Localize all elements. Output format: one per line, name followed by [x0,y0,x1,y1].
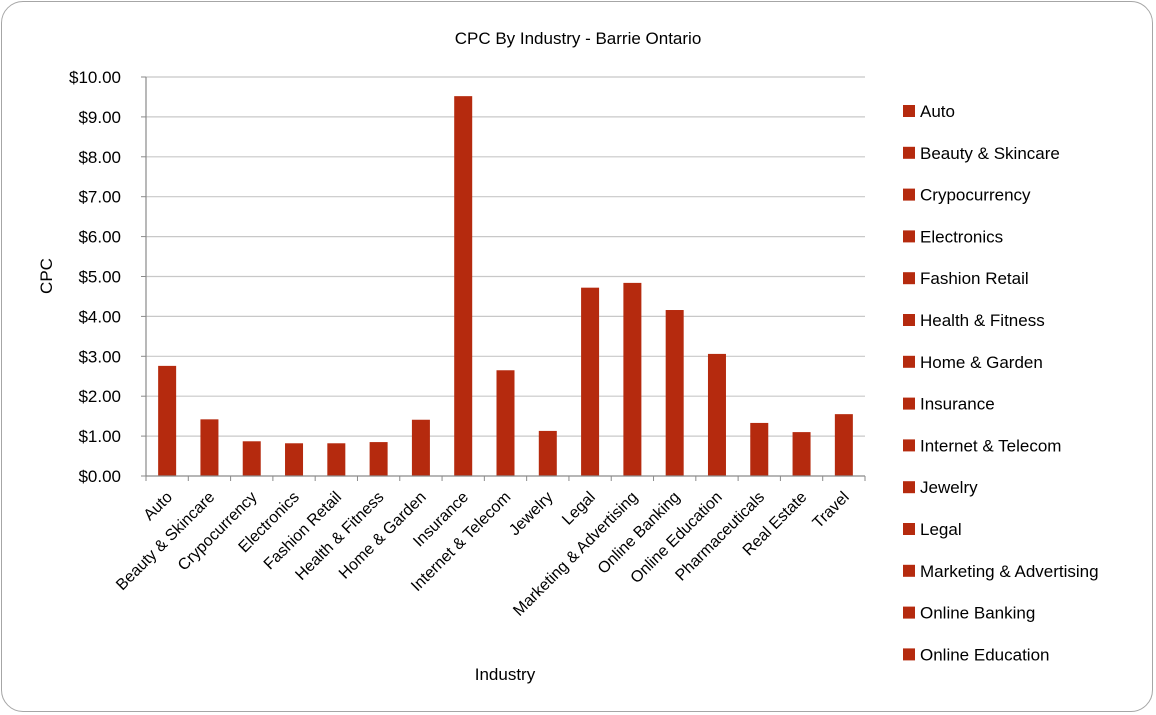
legend-swatch [903,564,915,577]
bar-crypocurrency [242,441,261,476]
legend-entry: Jewelry [920,478,978,497]
legend-entry: Fashion Retail [920,269,1029,288]
y-tick-label: $3.00 [78,347,121,366]
legend-swatch [903,272,915,285]
legend-entry: Electronics [920,227,1003,246]
x-tick-label: Legal [559,489,599,529]
bar-jewelry [538,430,557,476]
y-axis-title: CPC [37,258,56,294]
y-tick-label: $5.00 [78,268,121,287]
legend-swatch [903,146,915,159]
legend-swatch [903,355,915,368]
y-tick-label: $2.00 [78,387,121,406]
legend-swatch [903,523,915,535]
y-tick-label: $4.00 [78,307,121,326]
legend-swatch [903,439,915,452]
bar-beauty-skincare [200,419,219,476]
legend-swatch [903,314,915,326]
legend-entry: Marketing & Advertising [920,562,1099,581]
y-tick-label: $0.00 [78,467,121,486]
x-tick-label: Travel [810,489,853,532]
legend-entry: Health & Fitness [920,311,1045,330]
bar-online-banking [665,310,684,476]
legend-swatch [903,481,915,494]
x-tick-label: Jewelry [506,489,556,539]
bar-electronics [285,443,304,476]
legend-swatch [903,105,915,117]
y-tick-label: $7.00 [78,188,121,207]
legend-entry: Beauty & Skincare [920,144,1060,163]
legend-swatch [903,230,915,243]
bar-legal [581,287,600,476]
legend-entry: Auto [920,102,955,121]
bar-insurance [454,96,473,476]
legend-swatch [903,606,915,619]
bar-marketing-advertising [623,282,642,476]
legend-entry: Crypocurrency [920,186,1031,205]
legend-entry: Insurance [920,395,995,414]
bar-real-estate [792,432,811,476]
y-tick-label: $8.00 [78,148,121,167]
y-tick-label: $1.00 [78,427,121,446]
bar-fashion-retail [327,443,346,476]
x-axis-title: Industry [475,665,536,684]
chart-title: CPC By Industry - Barrie Ontario [455,29,702,48]
legend-swatch [903,188,915,201]
legend-entry: Legal [920,520,962,539]
legend-entry: Online Banking [920,604,1035,623]
bar-pharmaceuticals [750,422,769,476]
y-tick-label: $10.00 [69,68,121,87]
legend-entry: Home & Garden [920,353,1043,372]
bar-internet-telecom [496,370,515,476]
bar-travel [834,414,853,476]
bar-home-garden [411,419,430,476]
x-tick-label: Auto [141,489,176,524]
legend-swatch [903,648,915,661]
bar-auto [158,365,177,476]
legend-swatch [903,397,915,410]
legend-entry: Online Education [920,645,1049,664]
legend-entry: Internet & Telecom [920,436,1061,455]
y-tick-label: $6.00 [78,228,121,247]
bar-health-fitness [369,442,388,476]
y-tick-label: $9.00 [78,108,121,127]
bar-online-education [707,353,726,476]
